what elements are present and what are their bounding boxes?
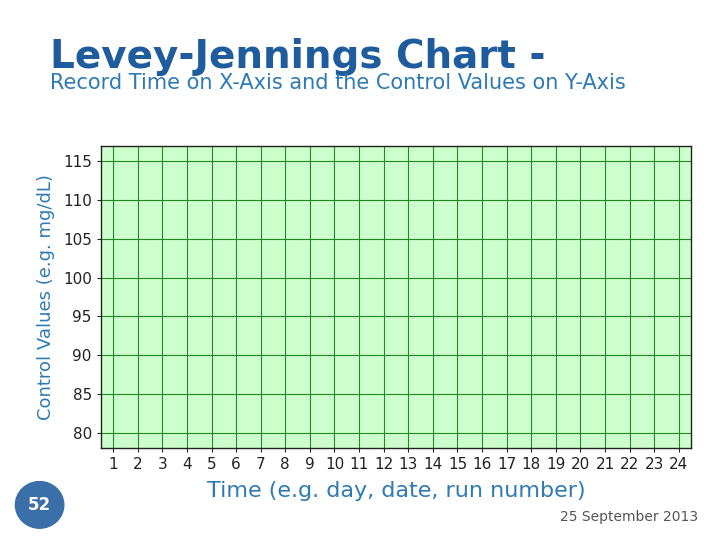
Text: 25 September 2013: 25 September 2013 (560, 510, 698, 524)
Y-axis label: Control Values (e.g. mg/dL): Control Values (e.g. mg/dL) (37, 174, 55, 420)
Circle shape (15, 482, 64, 528)
X-axis label: Time (e.g. day, date, run number): Time (e.g. day, date, run number) (207, 481, 585, 501)
Text: Levey-Jennings Chart -: Levey-Jennings Chart - (50, 38, 546, 76)
Text: Record Time on X-Axis and the Control Values on Y-Axis: Record Time on X-Axis and the Control Va… (50, 73, 626, 93)
Text: 52: 52 (28, 496, 51, 514)
